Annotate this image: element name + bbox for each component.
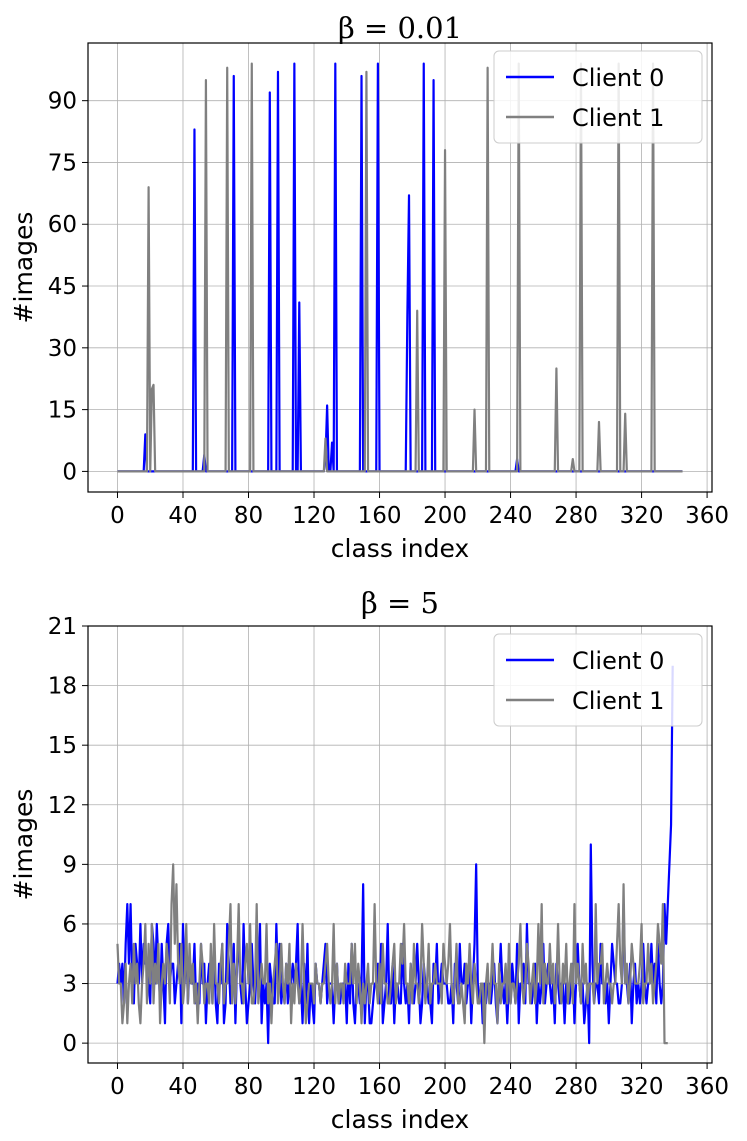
- y-tick-label: 12: [48, 793, 77, 819]
- x-tick-label: 320: [620, 1074, 664, 1100]
- y-tick-label: 6: [62, 912, 77, 938]
- x-tick-label: 40: [168, 503, 197, 529]
- legend: Client 0 Client 1: [493, 50, 703, 144]
- series-line-client-1: [117, 62, 683, 473]
- y-tick-label: 30: [48, 336, 77, 362]
- legend-label: Client 1: [572, 104, 664, 132]
- x-tick-label: 280: [554, 1074, 598, 1100]
- x-tick-label: 200: [423, 503, 467, 529]
- y-tick-label: 21: [48, 614, 77, 640]
- x-tick-label: 200: [423, 1074, 467, 1100]
- x-tick-label: 40: [168, 1074, 197, 1100]
- y-tick-label: 45: [48, 274, 77, 300]
- chart-title: β = 5: [361, 586, 439, 620]
- y-tick-label: 0: [62, 459, 77, 485]
- x-tick-label: 280: [554, 503, 598, 529]
- x-tick-label: 120: [292, 1074, 336, 1100]
- chart-0: 0 40 80 120 160 200 240 280 320 360 0 15 30 45 60 75 90 β…: [9, 11, 729, 563]
- legend: Client 0 Client 1: [493, 633, 703, 727]
- x-tick-label: 0: [110, 503, 125, 529]
- y-tick-label: 60: [48, 212, 77, 238]
- x-tick-label: 240: [489, 1074, 533, 1100]
- x-tick-label: 320: [620, 503, 664, 529]
- y-tick-label: 3: [62, 972, 77, 998]
- legend-label: Client 1: [572, 687, 664, 715]
- legend-label: Client 0: [572, 64, 664, 92]
- x-tick-label: 0: [110, 1074, 125, 1100]
- y-tick-label: 15: [48, 398, 77, 424]
- x-tick-label: 360: [685, 1074, 729, 1100]
- chart-title: β = 0.01: [338, 11, 462, 45]
- y-tick-label: 15: [48, 733, 77, 759]
- legend-box: [493, 633, 703, 727]
- x-tick-label: 80: [234, 503, 263, 529]
- x-tick-label: 160: [358, 1074, 402, 1100]
- y-tick-label: 18: [48, 674, 77, 700]
- y-tick-label: 0: [62, 1031, 77, 1057]
- plot-frame: [87, 42, 713, 493]
- x-tick-label: 120: [292, 503, 336, 529]
- x-tick-label: 360: [685, 503, 729, 529]
- y-axis-label: #images: [9, 212, 38, 324]
- y-axis-label: #images: [9, 789, 38, 901]
- y-tick-label: 9: [62, 852, 77, 878]
- x-axis-label: class index: [331, 534, 469, 563]
- chart-1: 0 40 80 120 160 200 240 280 320 360 0 3 6 9 12 15 18 21 β …: [9, 586, 729, 1134]
- plot-frame: [87, 625, 713, 1064]
- legend-label: Client 0: [572, 647, 664, 675]
- x-tick-label: 160: [358, 503, 402, 529]
- x-axis-label: class index: [331, 1105, 469, 1134]
- series-line-client-1: [116, 863, 668, 1045]
- legend-box: [493, 50, 703, 144]
- x-tick-label: 240: [489, 503, 533, 529]
- y-tick-label: 75: [48, 150, 77, 176]
- x-tick-label: 80: [234, 1074, 263, 1100]
- y-tick-label: 90: [48, 89, 77, 115]
